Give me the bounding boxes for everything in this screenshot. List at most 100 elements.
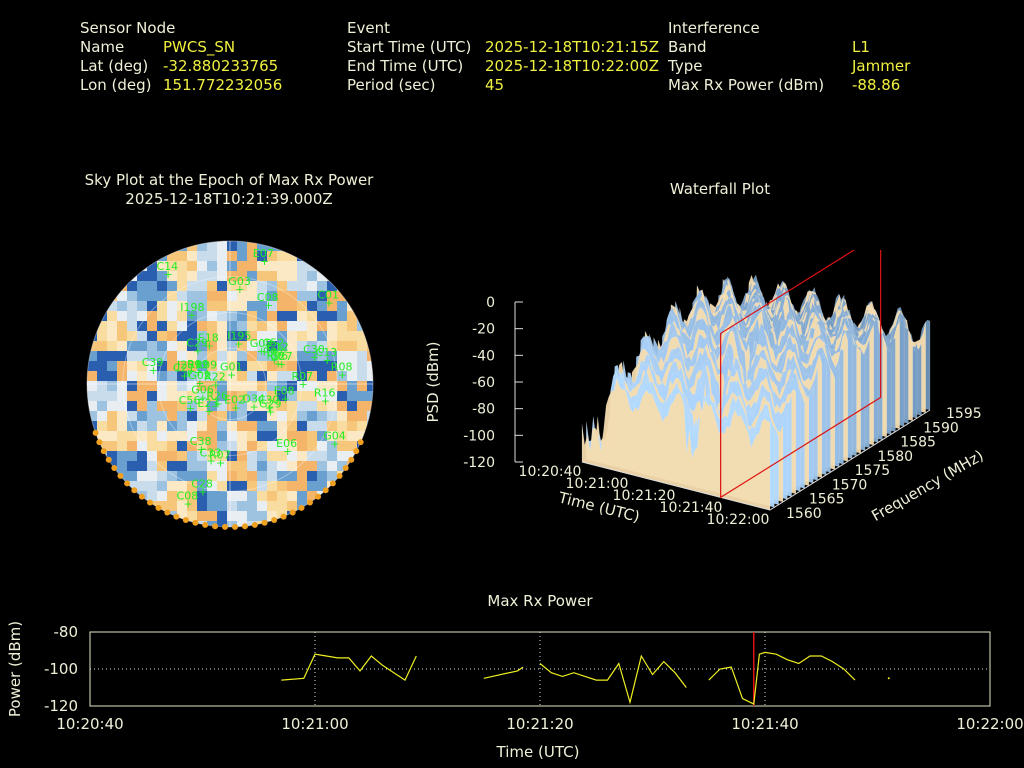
interference-power-label: Max Rx Power (dBm) <box>668 76 825 94</box>
sky-cell <box>267 341 277 351</box>
sky-cell <box>207 481 217 491</box>
sky-cell <box>327 411 337 421</box>
sky-cell <box>307 281 317 291</box>
power-tick-label: -100 <box>44 660 78 678</box>
event-start-value: 2025-12-18T10:21:15Z <box>485 38 659 56</box>
sky-cell <box>297 491 307 501</box>
sky-cell <box>227 331 237 341</box>
sky-cell <box>307 471 317 481</box>
sky-cell <box>97 331 107 341</box>
sky-cell <box>327 521 337 527</box>
satellite-label: E23 <box>198 397 219 410</box>
sky-cell <box>287 371 297 381</box>
sky-cell <box>347 311 357 321</box>
satellite-marker: + <box>270 345 279 358</box>
horizon-dot <box>192 519 199 526</box>
horizon-dot <box>212 523 219 530</box>
satellite-marker: + <box>257 345 266 358</box>
sky-cell <box>257 441 267 451</box>
power-y-axis-label: Power (dBm) <box>6 621 24 717</box>
sky-cell <box>237 351 247 361</box>
sky-cell <box>227 431 237 441</box>
sky-cell <box>247 301 257 311</box>
sky-cell <box>307 391 317 401</box>
sky-cell <box>217 241 227 251</box>
sky-cell <box>357 411 367 421</box>
sky-cell <box>307 241 317 251</box>
sky-cell <box>337 331 347 341</box>
sky-cell <box>147 511 157 521</box>
sky-cell <box>87 471 97 481</box>
time-tick-label: 10:22:00 <box>707 512 770 528</box>
satellite-marker: + <box>213 398 222 411</box>
sky-cell <box>177 381 187 391</box>
sky-cell <box>367 461 373 471</box>
sky-cell <box>157 271 167 281</box>
frequency-tick-label: 1560 <box>786 506 822 522</box>
sky-cell <box>207 261 217 271</box>
sky-cell <box>167 491 177 501</box>
sky-cell <box>247 441 257 451</box>
sky-cell <box>117 431 127 441</box>
sky-cell <box>177 261 187 271</box>
sky-cell <box>367 331 373 341</box>
sky-cell <box>117 511 127 521</box>
sky-cell <box>87 271 97 281</box>
sky-cell <box>327 311 337 321</box>
horizon-dot <box>298 504 305 511</box>
sky-cell <box>197 421 207 431</box>
sky-cell <box>227 341 237 351</box>
satellite-marker: + <box>265 402 274 415</box>
sky-cell <box>137 301 147 311</box>
sky-cell <box>337 371 347 381</box>
sky-cell <box>227 371 237 381</box>
horizon-dot <box>222 523 229 530</box>
satellite-marker: + <box>277 358 286 371</box>
satellite-label: R19 <box>187 358 209 371</box>
psd-tick-label: -20 <box>472 322 495 338</box>
sky-cell <box>107 421 117 431</box>
sky-cell <box>227 441 237 451</box>
sky-cell <box>107 521 117 527</box>
sky-cell <box>107 441 117 451</box>
sky-cell <box>217 431 227 441</box>
sky-cell <box>107 491 117 501</box>
sky-cell <box>277 341 287 351</box>
sky-cell <box>277 451 287 461</box>
sky-cell <box>267 361 277 371</box>
sky-cell <box>297 511 307 521</box>
sky-cell <box>327 261 337 271</box>
sky-cell <box>367 351 373 361</box>
sky-cell <box>137 361 147 371</box>
sky-cell <box>247 361 257 371</box>
satellite-marker: + <box>203 367 212 380</box>
sky-cell <box>317 261 327 271</box>
sky-cell <box>297 431 307 441</box>
horizon-dot <box>92 429 99 436</box>
sky-cell <box>117 321 127 331</box>
sky-cell <box>297 421 307 431</box>
sky-cell <box>327 371 337 381</box>
horizon-dot <box>241 523 248 530</box>
sky-cell <box>367 471 373 481</box>
sky-cell <box>127 311 137 321</box>
event-period-label: Period (sec) <box>347 76 436 94</box>
sky-cell <box>217 381 227 391</box>
sky-cell <box>317 361 327 371</box>
sky-cell <box>297 391 307 401</box>
satellite-marker: + <box>163 268 172 281</box>
sky-cell <box>287 301 297 311</box>
sky-cell <box>277 321 287 331</box>
sky-cell <box>237 251 247 261</box>
sky-cell <box>197 301 207 311</box>
sky-cell <box>247 481 257 491</box>
sky-cell <box>197 361 207 371</box>
sky-cell <box>197 241 207 251</box>
sky-cell <box>327 501 337 511</box>
sky-cell <box>197 321 207 331</box>
sky-cell <box>187 451 197 461</box>
horizon-dot <box>96 439 103 446</box>
psd-tick-label: -100 <box>463 428 495 444</box>
sky-cell <box>147 311 157 321</box>
sky-cell <box>287 481 297 491</box>
